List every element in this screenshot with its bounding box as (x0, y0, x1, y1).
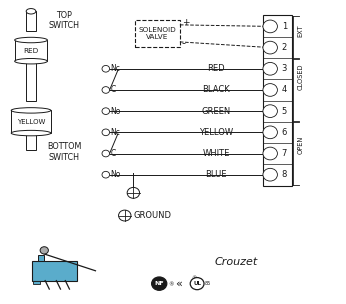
Text: No: No (111, 170, 121, 179)
Ellipse shape (11, 130, 51, 136)
Text: 8: 8 (282, 170, 287, 179)
Circle shape (263, 84, 277, 96)
Circle shape (263, 126, 277, 139)
Text: CLOSED: CLOSED (297, 64, 303, 90)
Circle shape (102, 150, 110, 157)
Ellipse shape (15, 37, 47, 43)
Text: BLACK: BLACK (202, 85, 230, 95)
Text: RED: RED (207, 64, 225, 73)
Circle shape (152, 277, 167, 290)
Text: Nc: Nc (111, 64, 120, 73)
Text: GROUND: GROUND (134, 211, 172, 220)
Text: Nc: Nc (111, 128, 120, 137)
Circle shape (127, 187, 139, 198)
Circle shape (190, 278, 204, 290)
Text: 5: 5 (282, 107, 287, 116)
Circle shape (40, 247, 48, 254)
Bar (15, 40, 47, 61)
Circle shape (263, 62, 277, 75)
Bar (11, 110, 51, 133)
Circle shape (102, 171, 110, 178)
Text: RED: RED (24, 48, 39, 54)
Circle shape (263, 147, 277, 160)
Circle shape (102, 108, 110, 115)
Text: C: C (111, 149, 116, 158)
Ellipse shape (11, 108, 51, 113)
Text: 2: 2 (282, 43, 287, 52)
Text: Crouzet: Crouzet (215, 257, 258, 268)
Text: GREEN: GREEN (201, 107, 231, 116)
Bar (26, 61, 36, 101)
Bar (263, 15, 292, 186)
Bar (38, 255, 44, 261)
Text: ®: ® (191, 277, 197, 282)
Circle shape (263, 105, 277, 118)
Ellipse shape (26, 9, 36, 14)
Circle shape (263, 20, 277, 33)
Text: 7: 7 (282, 149, 287, 158)
Text: SOLENOID
VALVE: SOLENOID VALVE (139, 27, 176, 40)
Circle shape (263, 41, 277, 54)
Circle shape (102, 65, 110, 72)
Text: WHITE: WHITE (202, 149, 230, 158)
Text: No: No (111, 107, 121, 116)
Circle shape (102, 87, 110, 93)
Text: TOP
SWITCH: TOP SWITCH (49, 11, 80, 30)
Circle shape (102, 129, 110, 136)
Text: ®: ® (168, 282, 173, 287)
Text: NF: NF (154, 281, 164, 286)
Circle shape (119, 210, 131, 221)
Circle shape (263, 168, 277, 181)
Text: 4: 4 (282, 85, 287, 95)
Text: 3: 3 (282, 64, 287, 73)
Text: C: C (111, 85, 116, 95)
Ellipse shape (15, 58, 47, 64)
Text: 85: 85 (205, 281, 211, 286)
Bar (34, 281, 40, 284)
Text: YELLOW: YELLOW (199, 128, 233, 137)
Text: 6: 6 (282, 128, 287, 137)
Bar (26, 11, 36, 31)
Text: -: - (182, 38, 185, 48)
Text: UL: UL (193, 281, 201, 286)
Text: OPEN: OPEN (297, 135, 303, 154)
Bar (26, 133, 36, 150)
Bar (32, 261, 76, 281)
Text: +: + (182, 18, 189, 27)
Bar (135, 20, 180, 47)
Text: EXT: EXT (297, 24, 303, 37)
Text: «: « (175, 279, 182, 288)
Text: BOTTOM
SWITCH: BOTTOM SWITCH (47, 142, 82, 162)
Text: BLUE: BLUE (205, 170, 227, 179)
Text: YELLOW: YELLOW (17, 119, 45, 125)
Text: 1: 1 (282, 22, 287, 31)
